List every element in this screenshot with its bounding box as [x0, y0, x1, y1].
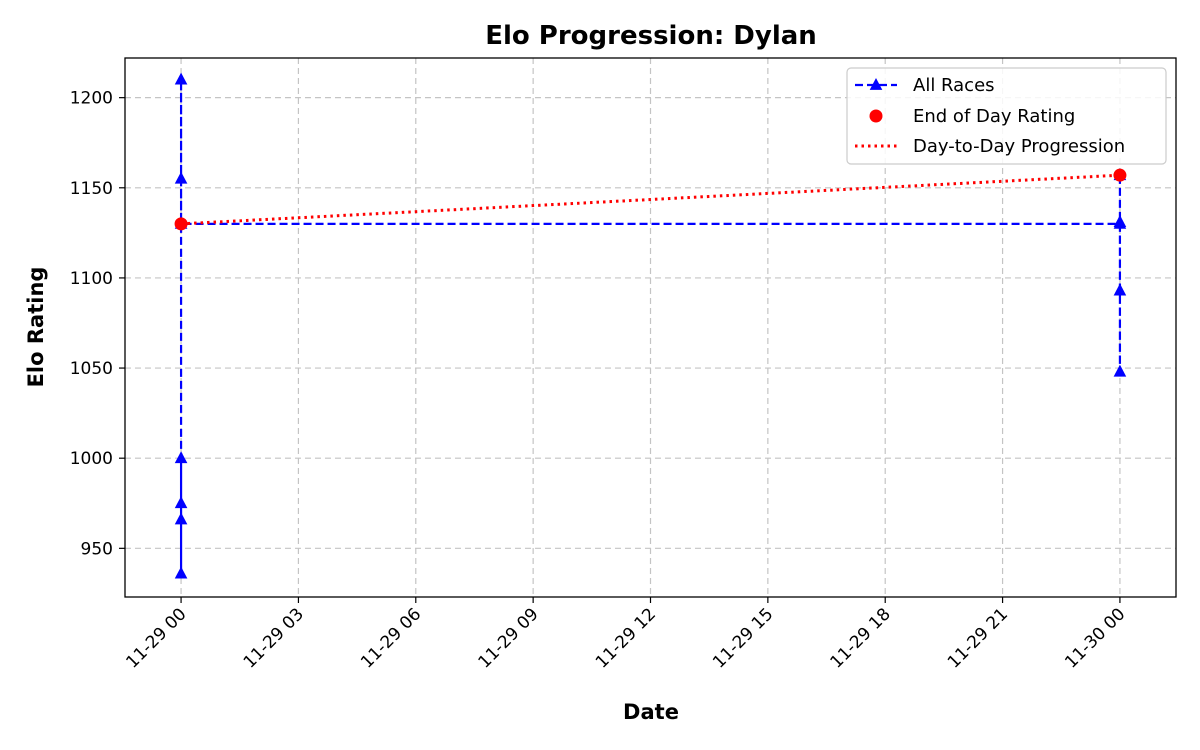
y-axis: 950 1000 1050 1100 1150 1200: [70, 89, 125, 559]
legend-label: End of Day Rating: [913, 106, 1075, 127]
all-races-marker: [1113, 283, 1127, 296]
all-races-marker: [174, 171, 188, 184]
legend-box: [846, 67, 1167, 165]
x-tick-label: 11-29 00: [122, 604, 190, 672]
x-tick-label: 11-29 03: [240, 604, 308, 672]
legend-label: Day-to-Day Progression: [913, 136, 1125, 157]
all-races-marker: [174, 512, 188, 525]
x-tick-label: 11-29 15: [709, 604, 777, 672]
y-tick-label: 1200: [70, 89, 113, 109]
day-to-day-line: [180, 173, 1121, 226]
all-races-marker: [1113, 215, 1127, 227]
all-races-marker: [174, 496, 188, 509]
plot-series: [174, 72, 1127, 579]
x-tick-label: 11-29 21: [944, 604, 1012, 672]
gridlines: [125, 58, 1176, 597]
y-tick-label: 1000: [70, 449, 113, 469]
legend: All Races End of Day Rating Day-to-Day Pro…: [846, 67, 1167, 165]
all-races-marker: [174, 566, 188, 579]
legend-all-races-marker: [869, 78, 883, 90]
legend-label: All Races: [913, 75, 995, 96]
end-of-day-marker: [174, 217, 188, 231]
y-tick-label: 1150: [70, 179, 113, 199]
x-tick-label: 11-29 18: [827, 604, 895, 672]
x-tick-label: 11-29 06: [357, 604, 425, 672]
chart-title: Elo Progression: Dylan: [485, 21, 817, 51]
x-axis: 11-29 00 11-29 03 11-29 06 11-29 09 11-29 12…: [122, 597, 1129, 673]
x-tick-label: 11-29 12: [592, 604, 660, 672]
plot-frame: [124, 57, 1177, 598]
y-tick-label: 1050: [70, 359, 113, 379]
x-tick-label: 11-29 09: [474, 604, 542, 672]
all-races-marker: [174, 72, 188, 85]
legend-end-of-day-marker: [869, 109, 883, 123]
all-races-marker: [1113, 364, 1127, 377]
x-axis-label: Date: [623, 700, 679, 724]
end-of-day-marker: [1113, 168, 1127, 182]
y-tick-label: 950: [81, 539, 113, 559]
y-axis-label: Elo Rating: [24, 267, 48, 388]
all-races-marker: [174, 451, 188, 464]
y-tick-label: 1100: [70, 269, 113, 289]
x-tick-label: 11-30 00: [1061, 604, 1129, 672]
